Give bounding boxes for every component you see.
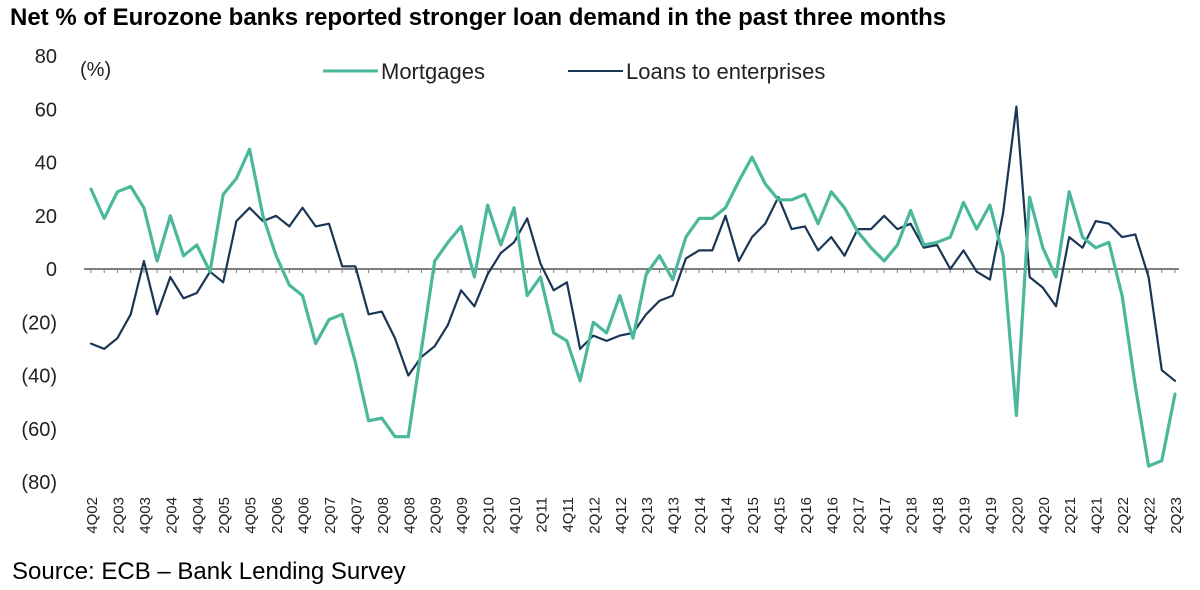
x-tick-label: 2Q15 [745, 497, 762, 534]
x-tick-label: 2Q19 [956, 497, 973, 534]
y-tick-label: 40 [35, 153, 57, 175]
x-tick-label: 4Q10 [507, 497, 524, 534]
x-tick-label: 2Q09 [428, 497, 445, 534]
x-tick-label: 4Q16 [824, 497, 841, 534]
y-tick-label: (40) [21, 366, 57, 388]
x-tick-label: 2Q07 [322, 497, 339, 534]
x-tick-label: 2Q14 [692, 497, 709, 534]
x-tick-label: 2Q21 [1062, 497, 1079, 534]
x-tick-label: 2Q08 [375, 497, 392, 534]
x-tick-label: 2Q10 [481, 497, 498, 534]
x-tick-label: 4Q06 [296, 497, 313, 534]
x-tick-label: 4Q15 [771, 497, 788, 534]
legend: Mortgages Loans to enterprises [323, 59, 825, 84]
x-tick-label: 4Q17 [877, 497, 894, 534]
chart-title: Net % of Eurozone banks reported stronge… [10, 4, 947, 31]
source-note: Source: ECB – Bank Lending Survey [12, 558, 406, 585]
legend-label-enterprises: Loans to enterprises [626, 59, 825, 84]
x-tick-label: 2Q23 [1168, 497, 1185, 534]
y-tick-label: 80 [35, 46, 57, 68]
x-tick-label: 4Q21 [1089, 497, 1106, 534]
y-tick-label: 20 [35, 206, 57, 228]
x-tick-label: 2Q04 [163, 497, 180, 534]
x-tick-label: 4Q12 [613, 497, 630, 534]
x-tick-label: 4Q03 [137, 497, 154, 534]
x-tick-label: 4Q07 [348, 497, 365, 534]
x-tick-label: 4Q18 [930, 497, 947, 534]
x-tick-label: 2Q06 [269, 497, 286, 534]
x-tick-label: 4Q20 [1036, 497, 1053, 534]
x-tick-label: 4Q04 [190, 497, 207, 534]
x-axis: 4Q02 2Q03 4Q03 2Q04 4Q04 2Q05 4Q05 2Q06 4Q06 2Q07… [84, 269, 1185, 534]
x-tick-label: 4Q14 [719, 497, 736, 534]
x-tick-label: 2Q17 [851, 497, 868, 534]
y-unit-label: (%) [80, 59, 111, 81]
x-tick-label: 4Q08 [401, 497, 418, 534]
y-axis: 80 60 40 20 0 (20) (40) (60) (80) [21, 46, 57, 494]
x-tick-label: 2Q16 [798, 497, 815, 534]
mortgages-line [89, 147, 1177, 468]
x-tick-label: 2Q18 [904, 497, 921, 534]
x-tick-label: 2Q12 [586, 497, 603, 534]
y-tick-label: (60) [21, 419, 57, 441]
y-tick-label: 60 [35, 99, 57, 121]
x-tick-label: 2Q20 [1009, 497, 1026, 534]
x-tick-label: 4Q19 [983, 497, 1000, 534]
x-tick-label: 4Q22 [1142, 497, 1159, 534]
x-tick-label: 2Q22 [1115, 497, 1132, 534]
x-tick-label: 4Q11 [560, 497, 577, 533]
x-tick-label: 2Q05 [216, 497, 233, 534]
x-tick-label: 2Q13 [639, 497, 656, 534]
series-layer [89, 105, 1177, 468]
y-tick-label: (80) [21, 472, 57, 494]
legend-label-mortgages: Mortgages [381, 59, 485, 84]
y-tick-label: (20) [21, 312, 57, 334]
x-tick-label: 2Q11 [533, 497, 550, 533]
x-tick-label: 2Q03 [110, 497, 127, 534]
x-tick-label: 4Q02 [84, 497, 101, 534]
x-tick-label: 4Q13 [666, 497, 683, 534]
x-tick-label: 4Q05 [243, 497, 260, 534]
x-tick-label: 4Q09 [454, 497, 471, 534]
y-tick-label: 0 [46, 259, 57, 281]
